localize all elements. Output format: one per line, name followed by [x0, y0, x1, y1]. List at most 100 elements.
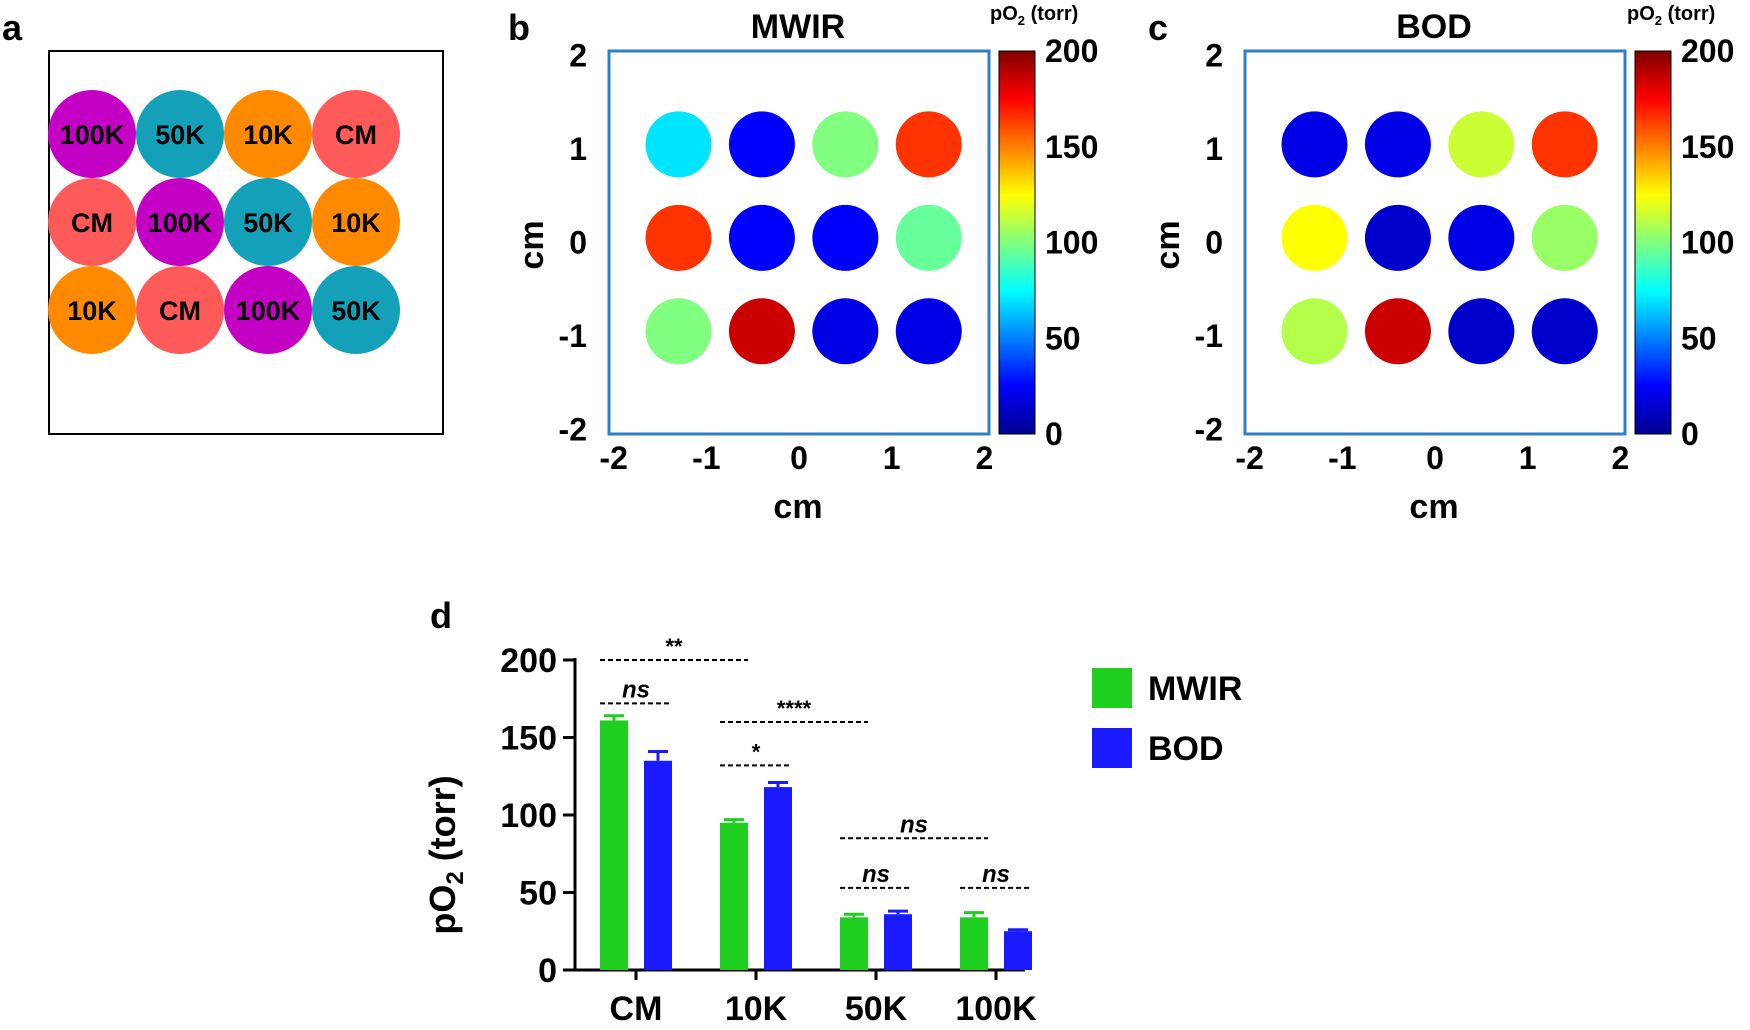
y-tick-label: 100 [500, 797, 557, 835]
sample-well-label: 100K [148, 208, 213, 238]
po2-spot [1281, 111, 1348, 178]
colorbar-tick: 100 [1045, 225, 1098, 261]
significance-label: * [752, 739, 761, 764]
sample-well [136, 178, 224, 266]
sample-well-label: 10K [331, 208, 381, 238]
bar [720, 822, 748, 970]
colorbar-tick: 0 [1681, 416, 1699, 452]
legend-label: BOD [1148, 730, 1224, 768]
colorbar [998, 50, 1036, 435]
map-ylabel: cm [513, 220, 551, 269]
map-x-tick: 1 [1519, 440, 1537, 476]
map-x-tick: -1 [1328, 440, 1356, 476]
map-xlabel: cm [1409, 488, 1458, 526]
map-y-tick: 0 [1205, 225, 1223, 261]
sample-well-label: 50K [331, 296, 381, 326]
significance-label: ns [622, 676, 650, 703]
map-ylabel: cm [1149, 220, 1187, 269]
bar [644, 760, 672, 970]
map-spots [645, 111, 962, 365]
colorbar-tick: 150 [1681, 129, 1734, 165]
po2-spot [1448, 298, 1515, 365]
colorbar-ticks: 200 150 100 50 0 [1681, 33, 1734, 452]
po2-spot [1281, 298, 1348, 365]
sample-well-label: CM [71, 208, 113, 238]
map-ticks: -2 -1 0 1 2 2 1 0 -1 -2 [559, 38, 994, 476]
map-y-tick: -1 [559, 318, 587, 354]
po2-spot [1448, 111, 1515, 178]
map-y-tick: 0 [569, 225, 587, 261]
po2-spot [812, 298, 879, 365]
map-ticks: -2 -1 0 1 2 2 1 0 -1 -2 [1195, 38, 1630, 476]
sample-well [136, 90, 224, 178]
sample-well [48, 266, 136, 354]
bod-map-panel: BOD -2 -1 0 1 2 2 1 0 -1 -2 cm cm 200 150 100 50 0 pO… [1149, 3, 1734, 526]
po2-spot [1531, 204, 1598, 271]
map-x-tick: 0 [790, 440, 808, 476]
po2-spot [812, 204, 879, 271]
map-x-tick: -2 [599, 440, 627, 476]
map-title: MWIR [751, 8, 845, 46]
colorbar-tick: 100 [1681, 225, 1734, 261]
sample-layout-panel: 100K 50K 10K CM CM 100K 50K 10K 10K CM 100K 50K [48, 50, 444, 435]
bar-chart-bars [600, 714, 1032, 970]
map-x-tick: 2 [975, 440, 993, 476]
bar [1004, 931, 1032, 970]
po2-spot [728, 111, 795, 178]
y-tick-label: 0 [538, 952, 557, 990]
po2-spot [728, 204, 795, 271]
bar-chart-axes: 0 50 100 150 200 CM 10K 50K 100K [500, 642, 1037, 1028]
mwir-map-panel: MWIR -2 -1 0 1 2 2 1 0 -1 -2 cm cm 200 150 100 50 0 p… [513, 3, 1098, 526]
map-y-tick: -2 [1195, 411, 1223, 447]
map-spots [1281, 111, 1598, 365]
po2-spot [1281, 204, 1348, 271]
legend-label: MWIR [1148, 670, 1242, 708]
colorbar-tick: 200 [1681, 33, 1734, 69]
significance-label: **** [777, 696, 812, 721]
sample-well [136, 266, 224, 354]
panel-label-a: a [2, 7, 23, 48]
x-tick-label: 50K [845, 990, 908, 1028]
significance-label: ** [665, 634, 683, 659]
sample-well [48, 178, 136, 266]
y-tick-label: 150 [500, 720, 557, 758]
sample-well [312, 90, 400, 178]
colorbar-title: pO2 (torr) [1627, 3, 1715, 28]
colorbar-tick: 0 [1045, 416, 1063, 452]
sample-well-label: CM [335, 120, 377, 150]
map-xlabel: cm [773, 488, 822, 526]
significance-label: ns [982, 861, 1010, 888]
colorbar [1634, 50, 1672, 435]
legend-swatch [1092, 728, 1132, 768]
x-tick-label: 100K [955, 990, 1037, 1028]
panel-label-c: c [1148, 7, 1168, 48]
po2-spot [812, 111, 879, 178]
map-y-tick: 1 [569, 131, 587, 167]
y-tick-label: 50 [519, 875, 557, 913]
colorbar-tick: 150 [1045, 129, 1098, 165]
sample-well [224, 90, 312, 178]
po2-spot [1364, 204, 1431, 271]
x-tick-label: CM [610, 990, 663, 1028]
bar [764, 787, 792, 970]
panel-label-b: b [508, 7, 530, 48]
sample-well [312, 266, 400, 354]
legend-swatch [1092, 668, 1132, 708]
significance-label: ns [862, 861, 890, 888]
map-x-tick: 2 [1611, 440, 1629, 476]
map-y-tick: 2 [1205, 38, 1223, 74]
sample-well-label: 100K [60, 120, 125, 150]
bar [960, 917, 988, 970]
map-y-tick: 1 [1205, 131, 1223, 167]
map-y-tick: -2 [559, 411, 587, 447]
po2-spot [645, 204, 712, 271]
bar-chart-legend: MWIR BOD [1092, 668, 1242, 768]
panel-label-d: d [430, 595, 452, 636]
bar [840, 917, 868, 970]
map-title: BOD [1396, 8, 1472, 46]
po2-spot [645, 298, 712, 365]
bar [884, 914, 912, 970]
po2-spot [895, 111, 962, 178]
